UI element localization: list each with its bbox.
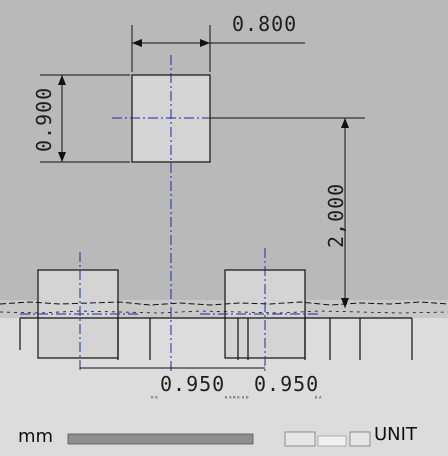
dimension-height-top <box>40 74 130 163</box>
ground-edge-inner <box>0 310 448 314</box>
ground-plate <box>19 317 413 360</box>
footer-block-a <box>284 431 316 447</box>
dimension-width-top <box>131 25 305 72</box>
footer-block-c <box>349 431 371 447</box>
ground-edge <box>0 301 448 306</box>
scale-bar <box>67 433 254 445</box>
footer-block-b <box>317 435 347 447</box>
dimension-vertical-gap <box>210 117 365 308</box>
